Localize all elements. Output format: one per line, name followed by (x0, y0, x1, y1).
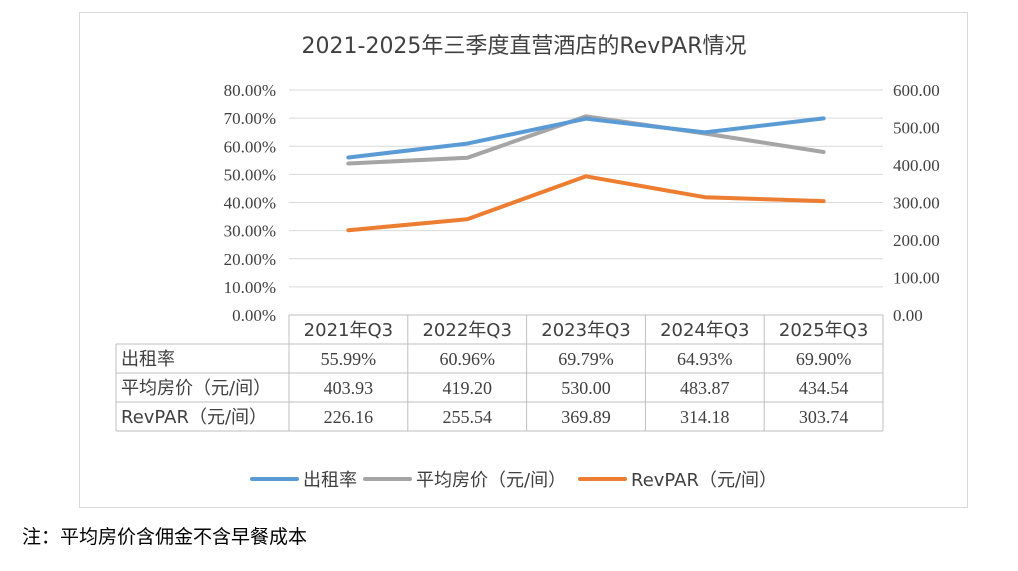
table-cell: 403.93 (324, 378, 374, 398)
left-axis-tick-label: 30.00% (224, 222, 276, 241)
left-axis-tick-label: 70.00% (224, 109, 276, 128)
left-axis-tick-label: 40.00% (224, 194, 276, 213)
chart-title: 2021-2025年三季度直营酒店的RevPAR情况 (302, 34, 747, 59)
chart-svg: 2021-2025年三季度直营酒店的RevPAR情况 0.00% 10.00% 20… (115, 34, 940, 491)
table-cell: 226.16 (324, 407, 374, 427)
legend-label: 平均房价（元/间） (416, 470, 566, 491)
left-axis-tick-label: 20.00% (224, 250, 276, 269)
category-label: 2024年Q3 (660, 320, 749, 341)
table-cell: 64.93% (677, 349, 733, 369)
category-label: 2023年Q3 (541, 320, 630, 341)
left-axis-tick-label: 60.00% (224, 137, 276, 156)
table-row-header: 平均房价（元/间） (121, 378, 271, 399)
right-axis-tick-label: 500.00 (893, 119, 940, 138)
left-axis-tick-label: 50.00% (224, 165, 276, 184)
right-axis-tick-label: 400.00 (893, 156, 940, 175)
right-axis-tick-label: 100.00 (893, 269, 940, 288)
series-line (346, 116, 826, 160)
table-cell: 530.00 (561, 378, 611, 398)
left-axis-tick-label: 80.00% (224, 81, 276, 100)
table-cell: 314.18 (680, 407, 730, 427)
legend-label: RevPAR（元/间） (631, 470, 777, 491)
footnote: 注：平均房价含佣金不含早餐成本 (22, 526, 308, 548)
table-cell: 255.54 (442, 407, 492, 427)
category-label: 2022年Q3 (422, 320, 511, 341)
left-axis-tick-label: 0.00% (232, 306, 276, 325)
table-row-header: 出租率 (121, 349, 175, 370)
left-axis-tick-label: 10.00% (224, 278, 276, 297)
table-cell: 419.20 (442, 378, 492, 398)
table-cell: 434.54 (799, 378, 849, 398)
series-line (346, 174, 826, 233)
right-axis-tick-label: 600.00 (893, 81, 940, 100)
table-cell: 69.90% (796, 349, 852, 369)
table-cell: 369.89 (561, 407, 611, 427)
legend-label: 出租率 (303, 470, 357, 491)
table-cell: 303.74 (799, 407, 849, 427)
right-axis-tick-label: 0.00 (893, 306, 923, 325)
chart-frame: 2021-2025年三季度直营酒店的RevPAR情况 0.00% 10.00% 20… (79, 12, 968, 508)
right-axis-tick-label: 300.00 (893, 194, 940, 213)
series-line (346, 114, 826, 166)
right-axis-tick-label: 200.00 (893, 231, 940, 250)
table-cell: 60.96% (439, 349, 495, 369)
table-cell: 55.99% (321, 349, 377, 369)
table-cell: 69.79% (558, 349, 614, 369)
category-label: 2021年Q3 (304, 320, 393, 341)
category-label: 2025年Q3 (779, 320, 868, 341)
table-row-header: RevPAR（元/间） (121, 407, 267, 428)
table-cell: 483.87 (680, 378, 730, 398)
